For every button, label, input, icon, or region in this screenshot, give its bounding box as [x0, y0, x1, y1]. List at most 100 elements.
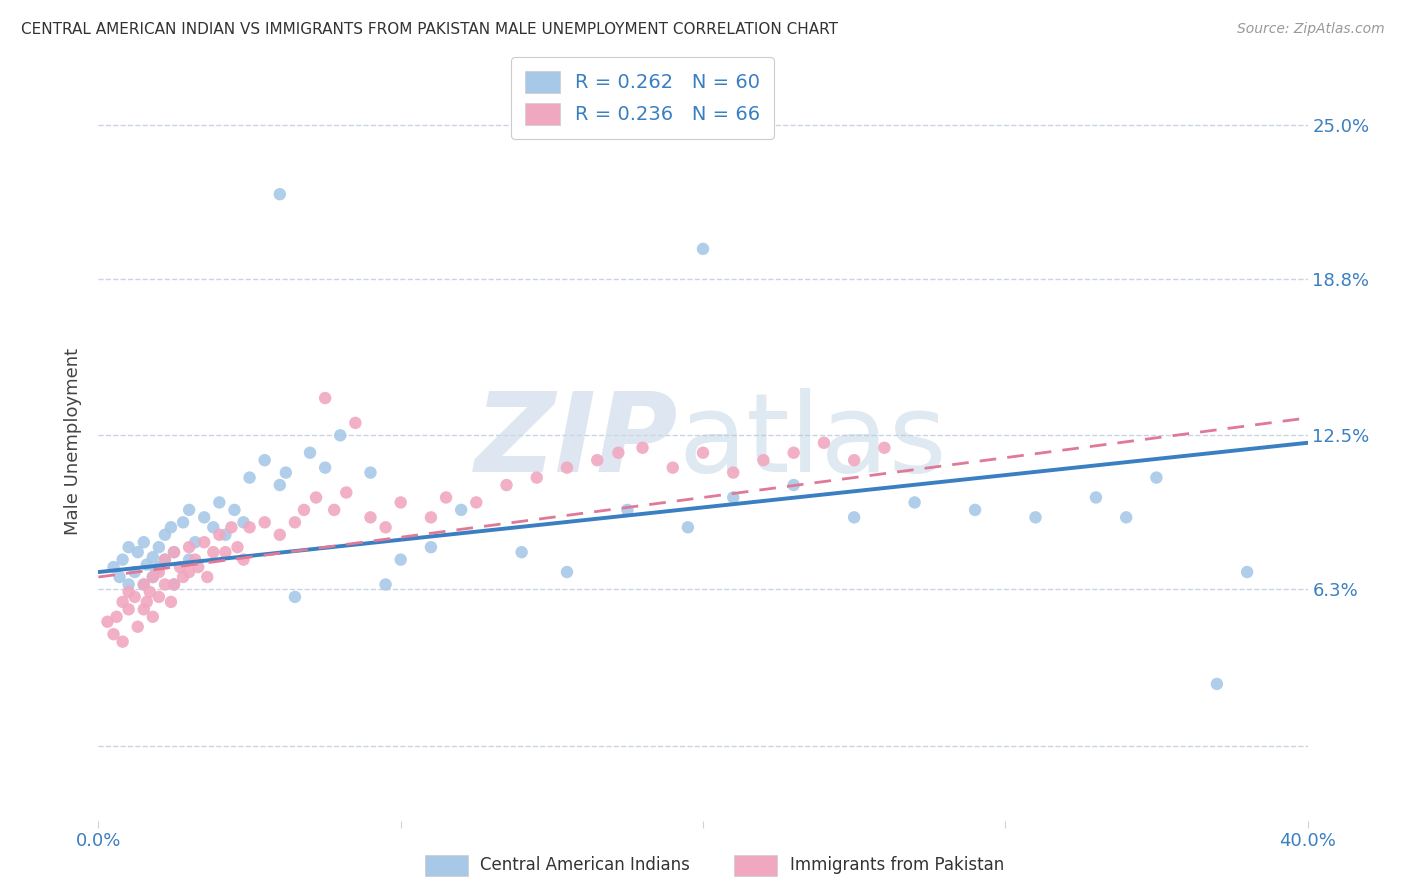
Text: Immigrants from Pakistan: Immigrants from Pakistan — [790, 856, 1004, 874]
Point — [314, 460, 336, 475]
Point — [269, 187, 291, 202]
Point — [172, 516, 194, 530]
Point — [142, 570, 165, 584]
Point — [148, 590, 170, 604]
Point — [844, 510, 866, 524]
Point — [224, 503, 246, 517]
Point — [232, 516, 254, 530]
Point — [1115, 510, 1137, 524]
Point — [253, 453, 276, 467]
Point — [631, 441, 654, 455]
Point — [284, 590, 307, 604]
Bar — [734, 855, 778, 876]
Point — [103, 627, 125, 641]
Point — [526, 470, 548, 484]
Point — [434, 491, 457, 505]
Point — [132, 577, 155, 591]
Point — [142, 609, 165, 624]
Y-axis label: Male Unemployment: Male Unemployment — [65, 348, 83, 535]
Point — [723, 491, 745, 505]
Point — [274, 466, 297, 480]
Point — [299, 446, 322, 460]
Point — [555, 565, 578, 579]
Point — [813, 435, 835, 450]
Point — [193, 535, 215, 549]
Point — [111, 552, 134, 566]
Point — [661, 460, 683, 475]
Point — [145, 563, 167, 577]
Text: Source: ZipAtlas.com: Source: ZipAtlas.com — [1237, 22, 1385, 37]
Point — [96, 615, 118, 629]
Point — [179, 540, 201, 554]
Point — [132, 577, 155, 591]
Point — [232, 552, 254, 566]
Point — [335, 485, 357, 500]
Point — [1085, 491, 1108, 505]
Point — [153, 577, 176, 591]
Point — [118, 585, 141, 599]
Point — [752, 453, 775, 467]
Point — [139, 585, 162, 599]
Point — [148, 565, 170, 579]
Point — [555, 460, 578, 475]
Point — [153, 552, 176, 566]
Point — [202, 545, 225, 559]
Point — [111, 634, 134, 648]
Point — [214, 528, 236, 542]
Point — [179, 552, 201, 566]
Point — [783, 446, 806, 460]
Bar — [425, 855, 468, 876]
Point — [108, 570, 131, 584]
Point — [132, 535, 155, 549]
Point — [292, 503, 315, 517]
Text: ZIP: ZIP — [475, 388, 679, 495]
Point — [329, 428, 352, 442]
Point — [607, 446, 630, 460]
Point — [118, 540, 141, 554]
Point — [172, 570, 194, 584]
Point — [135, 558, 157, 572]
Point — [226, 540, 249, 554]
Point — [118, 602, 141, 616]
Point — [124, 565, 146, 579]
Point — [284, 516, 307, 530]
Point — [239, 520, 262, 534]
Point — [163, 545, 186, 559]
Point — [344, 416, 367, 430]
Point — [495, 478, 517, 492]
Point — [360, 466, 382, 480]
Point — [314, 391, 336, 405]
Point — [305, 491, 328, 505]
Point — [142, 570, 165, 584]
Point — [179, 565, 201, 579]
Point — [1144, 470, 1167, 484]
Point — [193, 510, 215, 524]
Point — [1206, 677, 1229, 691]
Point — [586, 453, 609, 467]
Point — [510, 545, 533, 559]
Point — [118, 577, 141, 591]
Point — [692, 242, 714, 256]
Point — [676, 520, 699, 534]
Point — [187, 560, 209, 574]
Point — [179, 503, 201, 517]
Point — [169, 560, 191, 574]
Point — [420, 510, 443, 524]
Point — [723, 466, 745, 480]
Point — [153, 552, 176, 566]
Text: CENTRAL AMERICAN INDIAN VS IMMIGRANTS FROM PAKISTAN MALE UNEMPLOYMENT CORRELATIO: CENTRAL AMERICAN INDIAN VS IMMIGRANTS FR… — [21, 22, 838, 37]
Point — [616, 503, 638, 517]
Point — [142, 550, 165, 565]
Point — [873, 441, 896, 455]
Point — [221, 520, 243, 534]
Point — [160, 520, 183, 534]
Point — [127, 545, 149, 559]
Point — [360, 510, 382, 524]
Point — [1024, 510, 1046, 524]
Point — [135, 595, 157, 609]
Point — [420, 540, 443, 554]
Point — [163, 577, 186, 591]
Point — [105, 609, 128, 624]
Point — [163, 577, 186, 591]
Point — [195, 570, 218, 584]
